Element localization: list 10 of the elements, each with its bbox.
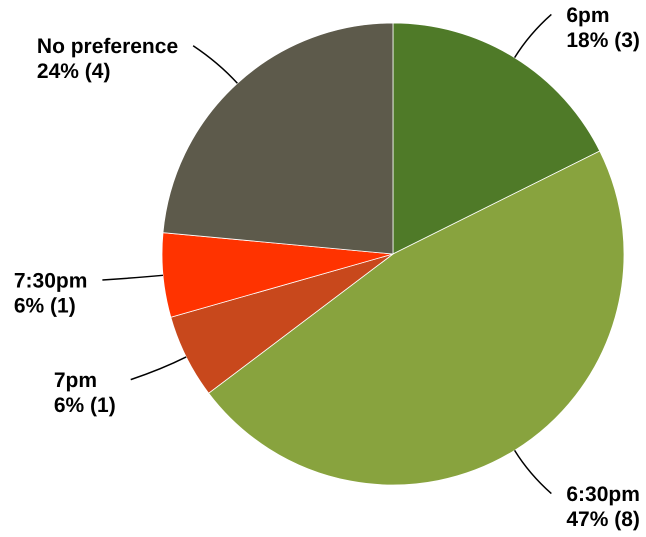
slice-label: No preference <box>36 35 178 58</box>
data-label: 47% (8) <box>566 508 640 532</box>
data-label: 24% (4) <box>36 60 110 84</box>
data-label: 6% (1) <box>14 294 76 318</box>
slice-label: 7:30pm <box>14 270 88 293</box>
data-label: 6% (1) <box>54 394 116 418</box>
slice-label: 6pm <box>566 4 610 27</box>
data-label: 18% (3) <box>566 28 640 52</box>
slice-label: 6:30pm <box>566 483 640 506</box>
slice-label: 7pm <box>54 369 98 392</box>
